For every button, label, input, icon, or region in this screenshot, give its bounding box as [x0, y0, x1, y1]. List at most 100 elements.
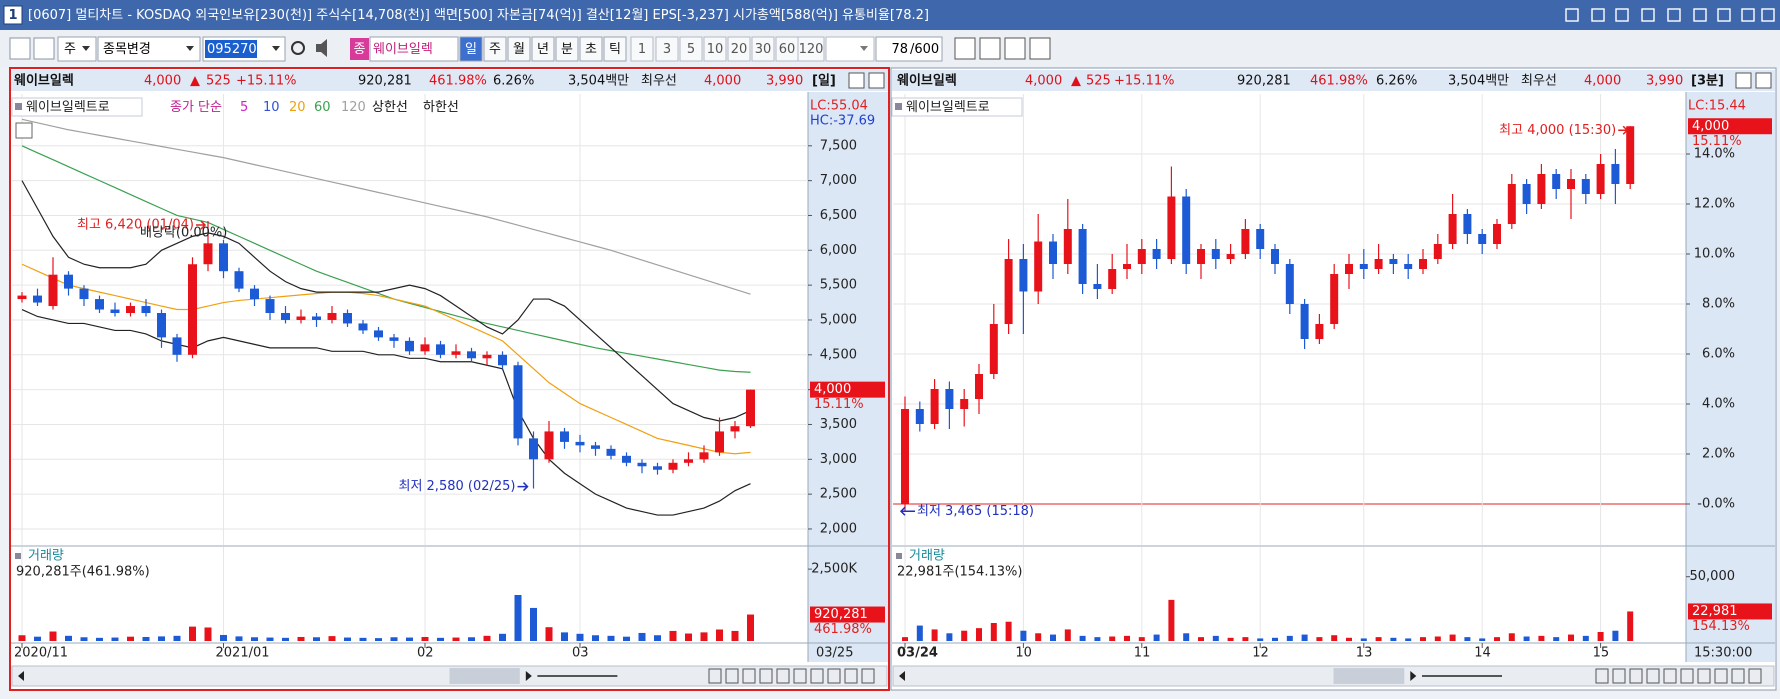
header-period: [일] — [812, 74, 836, 89]
title-icon[interactable] — [1667, 8, 1681, 22]
sound-icon[interactable] — [316, 39, 327, 57]
candle-body — [312, 316, 321, 320]
count-button[interactable] — [679, 36, 703, 62]
chart-tool-icon[interactable] — [708, 668, 722, 684]
count-button-text[interactable]: 120 — [799, 42, 824, 57]
period-button[interactable] — [579, 36, 603, 62]
chart-tool-icon[interactable] — [725, 668, 739, 684]
period-button[interactable] — [603, 36, 627, 62]
panel-window-button[interactable] — [868, 72, 885, 89]
panel-window-button[interactable] — [848, 72, 865, 89]
count-max[interactable]: /600 — [910, 42, 939, 57]
volume-bar — [189, 626, 196, 641]
stock-select-text[interactable]: 종목변경 — [103, 42, 151, 57]
count-value[interactable]: 78 — [891, 42, 908, 57]
title-icon[interactable] — [1591, 8, 1605, 22]
chart-tool-icon[interactable] — [1663, 668, 1677, 684]
count-button-text[interactable]: 10 — [707, 42, 724, 57]
low-arrow — [517, 482, 529, 492]
chart-tool-icon[interactable] — [1646, 668, 1660, 684]
count-button-text[interactable]: 20 — [731, 42, 748, 57]
chart-tool-icon[interactable] — [827, 668, 841, 684]
title-icon[interactable] — [1641, 8, 1655, 22]
count-button-text[interactable]: 3 — [663, 42, 671, 57]
stock-name-box[interactable] — [369, 36, 459, 62]
scroll-right[interactable] — [525, 671, 532, 681]
count-button[interactable] — [727, 36, 751, 62]
toolbar-icon[interactable] — [33, 37, 55, 60]
chart-tool-icon[interactable] — [1731, 668, 1745, 684]
stock-select[interactable] — [97, 36, 201, 62]
count-button-text[interactable]: 5 — [687, 42, 695, 57]
count-button[interactable] — [655, 36, 679, 62]
period-button-text[interactable]: 년 — [537, 42, 549, 57]
period-button-text[interactable]: 일 — [465, 42, 477, 57]
chart-tool-icon[interactable] — [793, 668, 807, 684]
chart-tool-icon[interactable] — [1629, 668, 1643, 684]
title-icon[interactable] — [1717, 8, 1731, 22]
candle-body — [1285, 264, 1294, 304]
toolbar-icon[interactable] — [954, 37, 976, 60]
market-select[interactable] — [57, 36, 97, 62]
chart-tool-icon[interactable] — [742, 668, 756, 684]
period-button-text[interactable]: 주 — [489, 42, 501, 57]
chart-tool-icon[interactable] — [1748, 668, 1762, 684]
count-input[interactable] — [875, 36, 943, 62]
count-button[interactable] — [751, 36, 775, 62]
scroll-thumb[interactable] — [1333, 668, 1405, 684]
candle-body — [1404, 264, 1413, 269]
calendar-icon[interactable] — [15, 122, 33, 139]
search-icon[interactable] — [291, 41, 305, 55]
unit-select[interactable] — [825, 36, 875, 62]
chart-tool-icon[interactable] — [1714, 668, 1728, 684]
zoom-slider[interactable] — [1422, 675, 1502, 677]
count-button-text[interactable]: 60 — [779, 42, 796, 57]
x-tick-label: 14 — [1474, 646, 1491, 661]
title-icon[interactable] — [1565, 8, 1579, 22]
candle-body — [141, 306, 151, 314]
count-button-text[interactable]: 30 — [755, 42, 772, 57]
title-icon[interactable] — [1693, 8, 1707, 22]
title-icon[interactable] — [1615, 8, 1629, 22]
chart-tool-icon[interactable] — [810, 668, 824, 684]
scroll-right[interactable] — [1410, 671, 1417, 681]
count-button[interactable] — [630, 36, 654, 62]
panel-window-button[interactable] — [1735, 72, 1752, 89]
chart-tool-icon[interactable] — [1697, 668, 1711, 684]
scroll-left[interactable] — [899, 671, 905, 681]
volume-bar — [313, 637, 320, 641]
panel-window-button[interactable] — [1755, 72, 1772, 89]
scroll-thumb[interactable] — [449, 668, 520, 684]
count-button-text[interactable]: 1 — [638, 42, 646, 57]
title-icon[interactable] — [1741, 8, 1755, 22]
chart-tool-icon[interactable] — [1680, 668, 1694, 684]
chart-tool-icon[interactable] — [861, 668, 875, 684]
scroll-left[interactable] — [18, 671, 24, 681]
period-button[interactable] — [507, 36, 531, 62]
count-button[interactable] — [797, 36, 825, 62]
chart-tool-icon[interactable] — [759, 668, 773, 684]
period-button[interactable] — [459, 36, 483, 62]
toolbar-icon[interactable] — [1004, 37, 1026, 60]
period-button[interactable] — [483, 36, 507, 62]
chart-tool-icon[interactable] — [1612, 668, 1626, 684]
period-button[interactable] — [531, 36, 555, 62]
chart-tool-icon[interactable] — [844, 668, 858, 684]
code-text[interactable]: 095270 — [207, 42, 257, 57]
period-button-text[interactable]: 월 — [513, 42, 525, 57]
stock-name[interactable]: 웨이브일렉 — [373, 42, 433, 57]
toolbar-icon[interactable] — [979, 37, 1001, 60]
market-select-text[interactable]: 주 — [64, 42, 76, 57]
period-button[interactable] — [555, 36, 579, 62]
chart-tool-icon[interactable] — [1595, 668, 1609, 684]
count-button[interactable] — [703, 36, 727, 62]
period-button-text[interactable]: 초 — [585, 42, 597, 57]
volume-bar — [1434, 636, 1441, 641]
chart-tool-icon[interactable] — [776, 668, 790, 684]
toolbar-icon[interactable] — [9, 37, 31, 60]
period-button-text[interactable]: 틱 — [609, 42, 621, 57]
toolbar-icon[interactable] — [1029, 37, 1051, 60]
period-button-text[interactable]: 분 — [561, 42, 573, 57]
zoom-slider[interactable] — [537, 675, 618, 677]
title-icon[interactable] — [1761, 8, 1775, 22]
